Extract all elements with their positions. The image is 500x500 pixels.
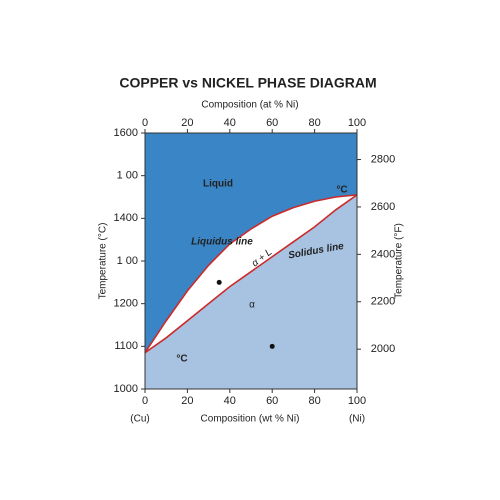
y-tick-label: 1 00	[117, 255, 138, 267]
x2-tick-label: 20	[181, 117, 193, 129]
y-tick-label: 1400	[114, 212, 138, 224]
y2-tick-label: 2400	[371, 248, 395, 260]
x2-axis-title: Composition (at % Ni)	[201, 100, 298, 111]
x2-tick-label: 0	[142, 117, 148, 129]
region-label: α	[249, 300, 255, 311]
y-tick-label: 1000	[114, 383, 138, 395]
y-tick-label: 1200	[114, 298, 138, 310]
phase-line	[144, 194, 358, 354]
y2-tick-label: 2200	[371, 296, 395, 308]
x2-tick-label: 100	[348, 117, 366, 129]
x-end-label: (Ni)	[349, 414, 365, 425]
x-tick-label: 20	[181, 395, 193, 407]
region-label: Liquid	[203, 179, 233, 190]
y2-tick-label: 2800	[371, 153, 395, 165]
x-end-label: (Cu)	[130, 414, 149, 425]
region-label: °C	[336, 185, 347, 196]
y2-tick-label: 2000	[371, 343, 395, 355]
x-axis-title: Composition (wt % Ni)	[201, 414, 300, 425]
x-tick-label: 80	[308, 395, 320, 407]
x2-tick-label: 80	[308, 117, 320, 129]
data-point	[216, 279, 222, 285]
chart-title: COPPER vs NICKEL PHASE DIAGRAM	[119, 75, 376, 91]
y-tick-label: 1100	[114, 340, 138, 352]
phase-line	[144, 194, 358, 354]
y2-tick-label: 2600	[371, 201, 395, 213]
y2-axis-title: Temperature (°F)	[394, 223, 405, 299]
y-axis-title: Temperature (°C)	[98, 223, 109, 300]
line-label: Liquidus line	[191, 237, 253, 248]
data-point	[269, 343, 275, 349]
region-label: °C	[176, 354, 187, 365]
x-tick-label: 100	[348, 395, 366, 407]
x2-tick-label: 60	[266, 117, 278, 129]
solid-region	[145, 194, 357, 389]
x-tick-label: 60	[266, 395, 278, 407]
x2-tick-label: 40	[224, 117, 236, 129]
y-tick-label: 1600	[114, 127, 138, 139]
liquid-region	[145, 133, 357, 353]
y-tick-label: 1 00	[117, 170, 138, 182]
x-tick-label: 0	[142, 395, 148, 407]
x-tick-label: 40	[224, 395, 236, 407]
